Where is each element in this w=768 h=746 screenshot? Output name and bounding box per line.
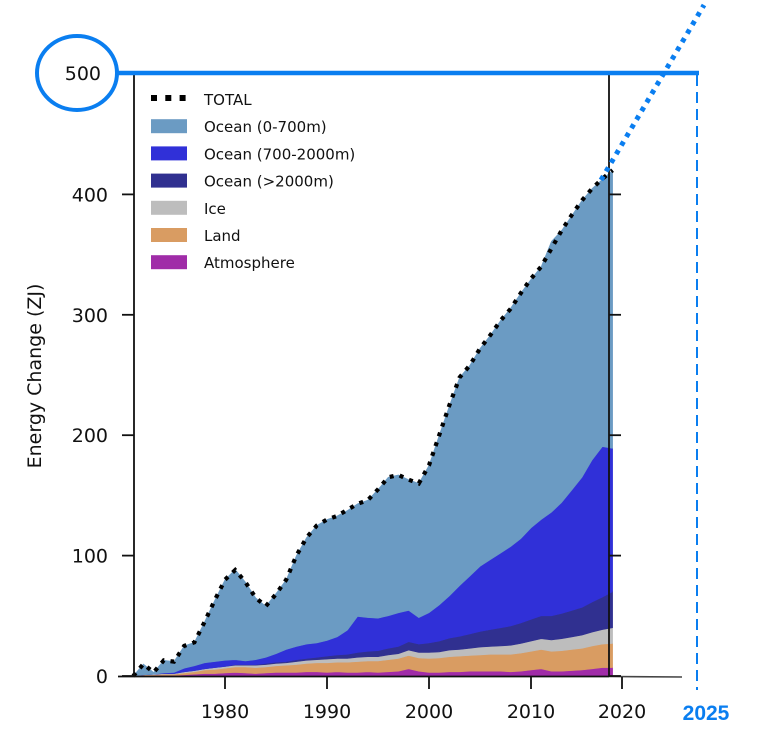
- highlight-circle: [35, 34, 119, 112]
- x-ticks: 1980 1990 2000 2010 2020: [201, 677, 646, 723]
- y-tick-label-500-highlighted: 500: [65, 63, 101, 85]
- x-tick-label-2000: 2000: [405, 701, 453, 723]
- legend-label: Ocean (700-2000m): [204, 145, 355, 163]
- x-tick-label-1990: 1990: [303, 701, 351, 723]
- legend-label: TOTAL: [203, 91, 252, 109]
- legend-swatch: [151, 146, 187, 161]
- y-tick-label-0: 0: [96, 666, 108, 688]
- legend-label: Ice: [204, 200, 226, 218]
- legend-item: TOTAL: [151, 91, 252, 109]
- legend: TOTAL Ocean (0-700m) Ocean (700-2000m) Ocea…: [151, 91, 355, 272]
- total-dotted-line: [131, 168, 614, 678]
- y-tick-label-300: 300: [72, 305, 108, 327]
- x-tick-label-2020: 2020: [598, 701, 646, 723]
- legend-label: Ocean (0-700m): [204, 118, 327, 136]
- x-tick-label-2010: 2010: [507, 701, 555, 723]
- y-tick-label-200: 200: [72, 425, 108, 447]
- legend-item: Atmosphere: [151, 254, 295, 272]
- stacked-areas: [132, 169, 613, 677]
- legend-swatch: [151, 228, 187, 242]
- legend-swatch-dot: [179, 95, 186, 101]
- legend-label: Land: [204, 227, 241, 245]
- y-ticks: 0 100 200 300 400: [72, 184, 621, 688]
- projection-dotted-line: [598, 3, 707, 182]
- x-tick-label-1980: 1980: [201, 701, 249, 723]
- legend-swatch: [151, 200, 187, 215]
- legend-swatch: [151, 255, 187, 270]
- y-tick-label-400: 400: [72, 184, 108, 206]
- legend-swatch: [151, 119, 187, 134]
- legend-item: Ocean (>2000m): [151, 173, 334, 191]
- legend-item: Ice: [151, 200, 226, 218]
- y-axis-title: Energy Change (ZJ): [24, 284, 46, 469]
- y-tick-label-100: 100: [72, 546, 108, 568]
- legend-label: Atmosphere: [204, 254, 295, 272]
- projection-year-label: 2025: [683, 702, 730, 725]
- legend-swatch-dot: [151, 95, 157, 101]
- legend-label: Ocean (>2000m): [204, 173, 334, 191]
- annotations: 500 2025: [35, 3, 730, 725]
- legend-swatch-dot: [165, 95, 172, 101]
- legend-item: Land: [151, 227, 241, 245]
- legend-item: Ocean (700-2000m): [151, 145, 355, 163]
- legend-swatch: [151, 173, 187, 188]
- total-line-group: [131, 168, 614, 678]
- x-axis-extension: [608, 675, 683, 678]
- legend-item: Ocean (0-700m): [151, 118, 327, 136]
